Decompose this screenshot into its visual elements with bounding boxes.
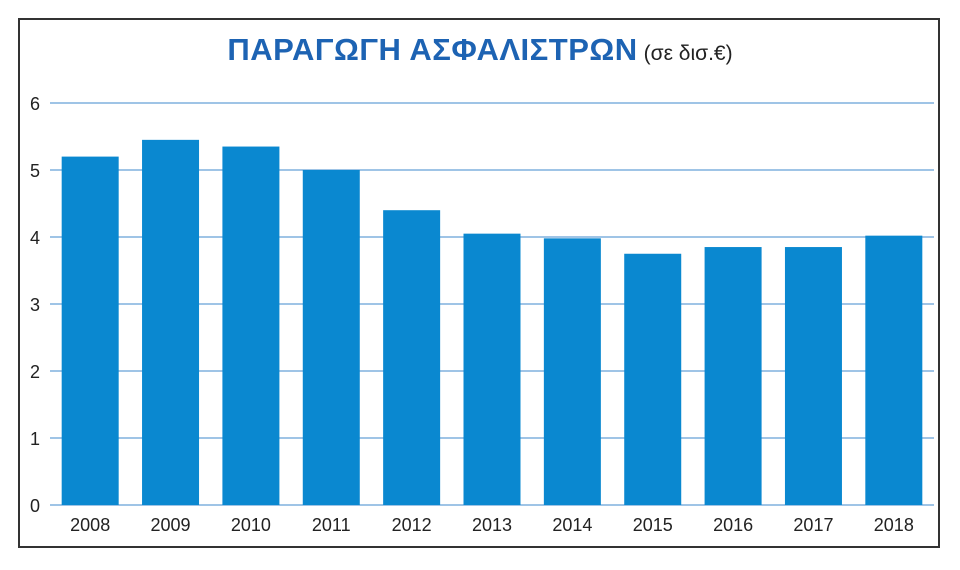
bar — [61, 156, 119, 505]
x-tick-label: 2009 — [151, 515, 191, 535]
bar — [302, 170, 360, 505]
x-axis: 2008 2009 2010 2011 2012 2013 2014 2015 2016 2017… — [70, 515, 914, 535]
bar — [704, 247, 762, 506]
x-tick-label: 2008 — [70, 515, 110, 535]
y-tick-label: 5 — [30, 161, 40, 181]
bar — [543, 238, 601, 505]
y-tick-label: 1 — [30, 429, 40, 449]
y-tick-label: 2 — [30, 362, 40, 382]
x-tick-label: 2013 — [472, 515, 512, 535]
chart-title-text: ΠΑΡΑΓΩΓΗ ΑΣΦΑΛΙΣΤΡΩΝ — [227, 32, 638, 67]
x-tick-label: 2014 — [552, 515, 592, 535]
y-axis: 0 1 2 3 4 5 6 — [30, 94, 40, 516]
chart-title: ΠΑΡΑΓΩΓΗ ΑΣΦΑΛΙΣΤΡΩΝ (σε δισ.€) — [0, 32, 960, 68]
x-tick-label: 2016 — [713, 515, 753, 535]
bar — [784, 247, 842, 506]
bar — [865, 235, 923, 505]
x-tick-label: 2012 — [392, 515, 432, 535]
bar — [142, 139, 200, 505]
x-tick-label: 2018 — [874, 515, 914, 535]
y-tick-label: 3 — [30, 295, 40, 315]
x-tick-label: 2010 — [231, 515, 271, 535]
chart-subtitle: (σε δισ.€) — [643, 42, 733, 65]
bar — [383, 210, 441, 505]
bar — [463, 233, 521, 505]
x-tick-label: 2017 — [793, 515, 833, 535]
x-tick-label: 2015 — [633, 515, 673, 535]
y-tick-label: 6 — [30, 94, 40, 114]
x-tick-label: 2011 — [312, 515, 351, 535]
y-tick-label: 4 — [30, 228, 40, 248]
bar — [624, 253, 682, 505]
y-tick-label: 0 — [30, 496, 40, 516]
bars — [61, 139, 923, 506]
bar — [222, 146, 280, 506]
